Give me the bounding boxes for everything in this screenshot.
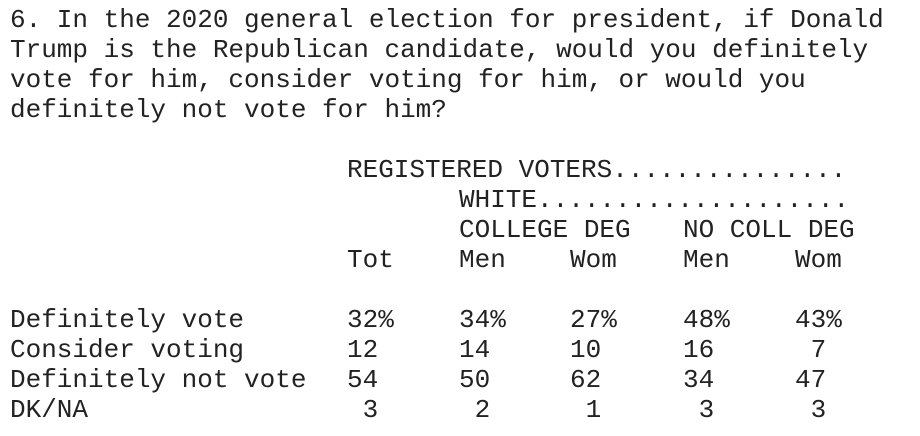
cell: 14 (459, 335, 491, 365)
cell: 48% (683, 305, 730, 335)
cell: 16 (683, 335, 715, 365)
cell: 27% (570, 305, 617, 335)
column-header: Wom (570, 245, 617, 275)
cell: 34% (459, 305, 506, 335)
column-header: Tot (347, 245, 394, 275)
cell: 43% (795, 305, 842, 335)
column-header: Men (459, 245, 506, 275)
column-header: Men (683, 245, 730, 275)
cell: 32% (347, 305, 394, 335)
cell: 62 (570, 365, 602, 395)
row-label: Definitely vote (10, 305, 245, 335)
cell: 34 (683, 365, 715, 395)
cell: 3 (810, 395, 827, 425)
cell: 2 (474, 395, 491, 425)
row-label: Definitely not vote (10, 365, 307, 395)
cell: 1 (585, 395, 602, 425)
cell: 47 (795, 365, 827, 395)
row-label: DK/NA (10, 395, 89, 425)
cell: 12 (347, 335, 379, 365)
question-line: definitely not vote for him? (10, 95, 447, 125)
row-label: Consider voting (10, 335, 245, 365)
question-line: vote for him, consider voting for him, o… (10, 65, 806, 95)
subgroup-header: WHITE.................... (459, 185, 850, 215)
group-header: REGISTERED VOTERS............... (347, 155, 847, 185)
cell: 3 (362, 395, 379, 425)
cell: 50 (459, 365, 491, 395)
cell: 3 (698, 395, 715, 425)
cell: 10 (570, 335, 602, 365)
education-header: NO COLL DEG (683, 215, 855, 245)
question-line: 6. In the 2020 general election for pres… (10, 5, 884, 35)
column-header: Wom (795, 245, 842, 275)
cell: 7 (810, 335, 827, 365)
cell: 54 (347, 365, 379, 395)
education-header: COLLEGE DEG (459, 215, 631, 245)
question-line: Trump is the Republican candidate, would… (10, 35, 869, 65)
